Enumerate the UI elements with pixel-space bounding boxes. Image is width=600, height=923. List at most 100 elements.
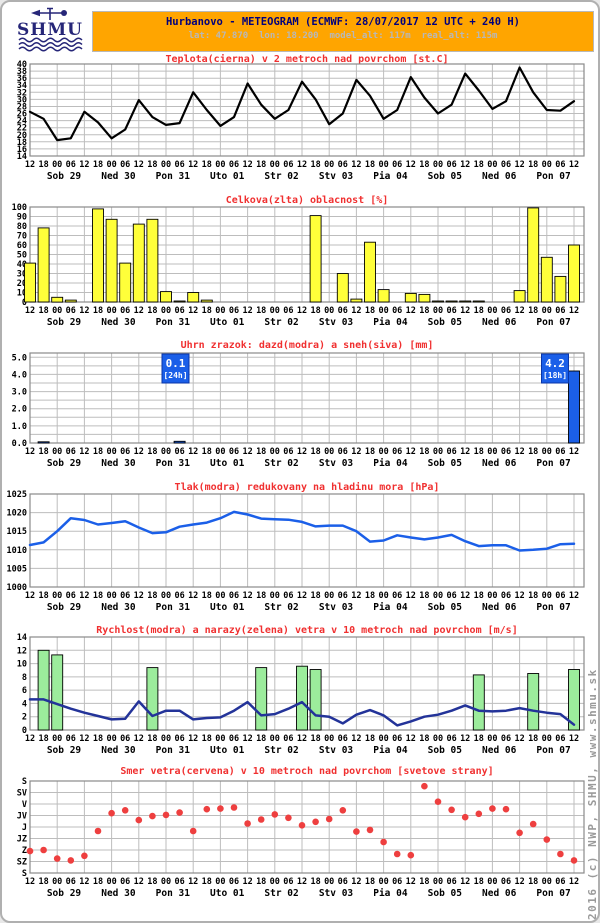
svg-text:1020: 1020 [7,509,27,519]
svg-text:00: 00 [161,306,171,316]
chart-cloudiness: Celkova(zlta) oblacnost [%] 100908070605… [12,195,585,328]
svg-text:Str 02: Str 02 [264,602,298,613]
svg-text:18: 18 [419,877,429,887]
x-axis-hour-labels: 12 18 00 06 12 18 00 06 12 18 00 06 12 18 00 06 12 18 00 06… [25,734,579,744]
svg-text:18: 18 [38,877,48,887]
svg-text:Pon 07: Pon 07 [536,888,570,899]
svg-text:18: 18 [474,447,484,457]
svg-text:06: 06 [174,591,184,601]
svg-text:00: 00 [161,591,171,601]
svg-text:Ned 06: Ned 06 [482,602,517,613]
chart-title-pressure: Tlak(modra) redukovany na hladinu mora [… [175,481,440,493]
svg-text:Str 02: Str 02 [264,171,298,182]
svg-text:06: 06 [229,877,239,887]
svg-text:Ned 30: Ned 30 [101,458,136,469]
svg-text:18: 18 [528,160,538,170]
svg-text:18: 18 [528,447,538,457]
svg-text:JV: JV [17,812,27,822]
svg-text:18: 18 [419,734,429,744]
shmu-logo[interactable]: SHMU [10,6,90,54]
svg-text:Uto 01: Uto 01 [210,745,245,756]
svg-text:00: 00 [52,877,62,887]
svg-text:12: 12 [134,306,144,316]
svg-text:00: 00 [270,591,280,601]
svg-text:06: 06 [66,447,76,457]
svg-text:SV: SV [17,789,27,799]
svg-text:06: 06 [446,734,456,744]
svg-text:18: 18 [17,138,27,148]
svg-text:Ned 30: Ned 30 [101,745,136,756]
svg-text:2: 2 [22,713,27,723]
svg-text:18: 18 [310,447,320,457]
svg-text:06: 06 [120,734,130,744]
svg-text:06: 06 [555,734,565,744]
svg-text:Sob 29: Sob 29 [47,745,82,756]
svg-text:00: 00 [270,877,280,887]
x-axis-hour-labels: 12 18 00 06 12 18 00 06 12 18 00 06 12 18 00 06 12 18 00 06… [25,160,579,170]
svg-text:14: 14 [17,633,27,643]
svg-text:18: 18 [419,306,429,316]
svg-text:12: 12 [134,877,144,887]
svg-text:00: 00 [52,591,62,601]
svg-text:12: 12 [188,306,198,316]
svg-text:22: 22 [17,124,27,134]
svg-text:06: 06 [283,160,293,170]
svg-text:12: 12 [351,591,361,601]
svg-text:Stv 03: Stv 03 [319,458,354,469]
svg-text:SZ: SZ [17,858,27,868]
svg-text:Str 02: Str 02 [264,745,298,756]
svg-text:00: 00 [378,306,388,316]
svg-text:4.2: 4.2 [545,357,565,370]
x-axis-day-labels: Sob 29 Ned 30 Pon 31 Uto 01 Str 02 Stv 03 Pia … [47,458,571,469]
svg-text:18: 18 [147,306,157,316]
svg-text:S: S [22,777,27,787]
svg-text:06: 06 [174,734,184,744]
svg-text:18: 18 [38,160,48,170]
svg-text:18: 18 [474,591,484,601]
grid-lines [30,781,584,873]
svg-text:1015: 1015 [7,527,27,537]
copyright-watermark: 2016 (c) NWP, SHMU, www.shmu.sk [586,668,599,920]
svg-text:06: 06 [555,160,565,170]
svg-text:12: 12 [242,734,252,744]
svg-text:18: 18 [256,591,266,601]
svg-text:00: 00 [542,734,552,744]
svg-text:00: 00 [52,447,62,457]
svg-text:00: 00 [324,447,334,457]
svg-text:Ned 06: Ned 06 [482,171,517,182]
svg-text:12: 12 [460,160,470,170]
svg-text:18: 18 [93,877,103,887]
svg-text:18: 18 [256,877,266,887]
svg-text:12: 12 [188,447,198,457]
series-narazy [37,649,580,731]
svg-text:06: 06 [66,591,76,601]
x-axis-day-labels: Sob 29 Ned 30 Pon 31 Uto 01 Str 02 Stv 03 Pia … [47,888,571,899]
svg-text:06: 06 [338,306,348,316]
svg-text:2.0: 2.0 [12,405,27,415]
svg-text:12: 12 [134,591,144,601]
svg-text:12: 12 [406,160,416,170]
svg-text:J: J [22,823,27,833]
svg-text:12: 12 [406,306,416,316]
svg-text:0: 0 [22,726,27,736]
svg-text:18: 18 [474,877,484,887]
svg-text:18: 18 [474,306,484,316]
svg-text:18: 18 [38,734,48,744]
x-axis-day-labels: Sob 29 Ned 30 Pon 31 Uto 01 Str 02 Stv 03 Pia … [47,171,571,182]
svg-text:JZ: JZ [17,835,27,845]
svg-text:Sob 05: Sob 05 [428,458,463,469]
svg-text:00: 00 [215,160,225,170]
chart-precipitation: Uhrn zrazok: dazd(modra) a sneh(siva) [m… [12,339,585,469]
svg-text:06: 06 [174,306,184,316]
series-teplota [28,66,576,142]
svg-text:18: 18 [202,447,212,457]
svg-text:12: 12 [514,591,524,601]
svg-text:Ned 06: Ned 06 [482,888,517,899]
svg-text:06: 06 [66,734,76,744]
svg-text:18: 18 [202,877,212,887]
svg-text:4: 4 [22,699,27,709]
